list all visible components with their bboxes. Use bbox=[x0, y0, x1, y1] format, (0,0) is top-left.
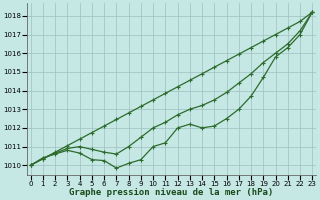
X-axis label: Graphe pression niveau de la mer (hPa): Graphe pression niveau de la mer (hPa) bbox=[69, 188, 274, 197]
